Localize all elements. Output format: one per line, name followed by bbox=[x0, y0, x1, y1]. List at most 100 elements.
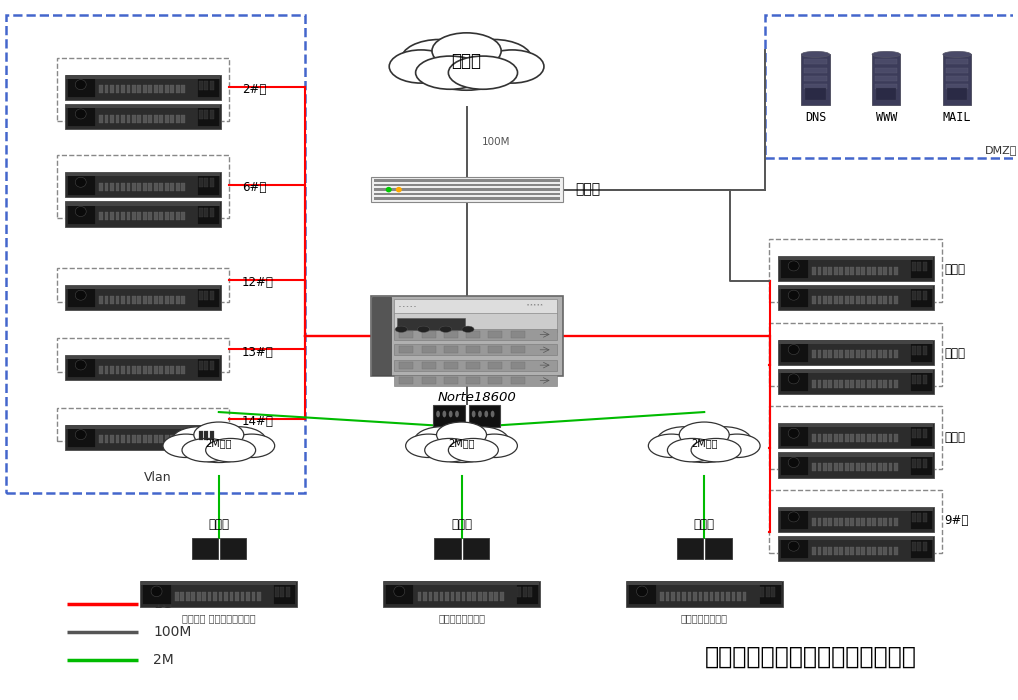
Bar bbox=[861, 434, 865, 442]
Bar bbox=[205, 110, 209, 119]
Bar bbox=[867, 350, 870, 358]
Bar bbox=[466, 331, 480, 338]
Bar bbox=[856, 350, 859, 358]
Bar bbox=[394, 312, 557, 332]
Bar bbox=[440, 592, 443, 601]
Bar bbox=[137, 85, 142, 93]
Bar bbox=[385, 584, 413, 605]
Bar bbox=[160, 115, 163, 122]
Bar bbox=[444, 377, 458, 384]
Bar bbox=[845, 267, 849, 274]
Bar bbox=[829, 267, 832, 274]
Bar bbox=[132, 296, 135, 304]
Bar bbox=[845, 379, 849, 388]
Ellipse shape bbox=[405, 434, 452, 458]
Text: 路由器: 路由器 bbox=[209, 518, 229, 531]
Bar bbox=[160, 365, 163, 374]
Bar bbox=[154, 212, 158, 220]
Bar bbox=[698, 592, 702, 601]
Bar bbox=[666, 592, 670, 601]
Bar bbox=[878, 518, 882, 526]
Bar bbox=[214, 592, 217, 601]
Bar bbox=[872, 434, 876, 442]
Bar bbox=[850, 463, 854, 471]
Bar bbox=[105, 365, 108, 374]
Bar bbox=[758, 584, 781, 605]
Bar bbox=[867, 547, 870, 555]
Bar bbox=[840, 379, 843, 388]
Ellipse shape bbox=[480, 50, 544, 83]
Bar bbox=[230, 592, 233, 601]
Bar bbox=[205, 81, 209, 90]
Bar bbox=[210, 431, 214, 440]
Bar bbox=[850, 267, 854, 274]
Bar bbox=[132, 365, 135, 374]
Bar bbox=[110, 183, 114, 191]
Bar bbox=[912, 513, 916, 522]
Text: DNS: DNS bbox=[805, 111, 827, 124]
Bar bbox=[165, 115, 169, 122]
Bar bbox=[170, 296, 174, 304]
Bar bbox=[181, 365, 185, 374]
Bar bbox=[181, 115, 185, 122]
Bar bbox=[165, 365, 169, 374]
Text: 2M: 2M bbox=[153, 653, 174, 667]
Ellipse shape bbox=[75, 177, 87, 188]
Bar bbox=[878, 434, 882, 442]
Bar bbox=[121, 212, 124, 220]
Text: 2M电路: 2M电路 bbox=[448, 438, 474, 448]
Ellipse shape bbox=[691, 438, 741, 462]
Bar bbox=[286, 587, 290, 596]
Bar bbox=[780, 372, 807, 391]
Bar bbox=[160, 183, 163, 191]
Bar bbox=[779, 453, 934, 456]
Ellipse shape bbox=[193, 422, 243, 447]
Bar bbox=[742, 592, 746, 601]
Bar bbox=[110, 85, 114, 93]
Bar bbox=[817, 518, 822, 526]
Bar bbox=[489, 346, 503, 354]
Bar bbox=[149, 183, 152, 191]
Bar bbox=[149, 365, 152, 374]
Bar bbox=[829, 296, 832, 304]
Bar bbox=[170, 365, 174, 374]
Bar bbox=[165, 183, 169, 191]
Bar bbox=[143, 584, 171, 605]
Bar bbox=[105, 115, 108, 122]
Bar bbox=[817, 350, 822, 358]
Bar bbox=[910, 372, 932, 391]
Bar bbox=[511, 346, 524, 354]
Bar bbox=[461, 592, 465, 601]
Bar bbox=[181, 296, 185, 304]
Bar bbox=[65, 426, 220, 429]
Bar bbox=[840, 463, 843, 471]
Bar bbox=[444, 331, 458, 338]
Bar bbox=[823, 350, 827, 358]
Bar bbox=[910, 539, 932, 559]
Text: 2M电路: 2M电路 bbox=[691, 438, 718, 448]
Bar bbox=[176, 435, 179, 443]
Bar bbox=[66, 106, 95, 126]
Bar bbox=[197, 78, 219, 97]
Bar bbox=[384, 582, 539, 585]
Bar bbox=[850, 547, 854, 555]
Bar bbox=[861, 350, 865, 358]
Bar bbox=[160, 296, 163, 304]
Bar bbox=[850, 434, 854, 442]
Bar bbox=[834, 350, 838, 358]
Bar bbox=[489, 377, 503, 384]
Bar bbox=[895, 296, 898, 304]
Bar bbox=[923, 375, 926, 384]
Bar bbox=[445, 592, 449, 601]
Ellipse shape bbox=[436, 411, 440, 417]
Bar bbox=[149, 115, 152, 122]
Bar bbox=[394, 375, 557, 386]
Bar bbox=[889, 267, 893, 274]
Bar bbox=[875, 76, 898, 81]
Bar bbox=[895, 267, 898, 274]
Bar bbox=[205, 178, 209, 188]
Bar bbox=[143, 212, 147, 220]
FancyBboxPatch shape bbox=[778, 285, 935, 310]
Bar bbox=[137, 183, 142, 191]
Ellipse shape bbox=[437, 422, 487, 447]
